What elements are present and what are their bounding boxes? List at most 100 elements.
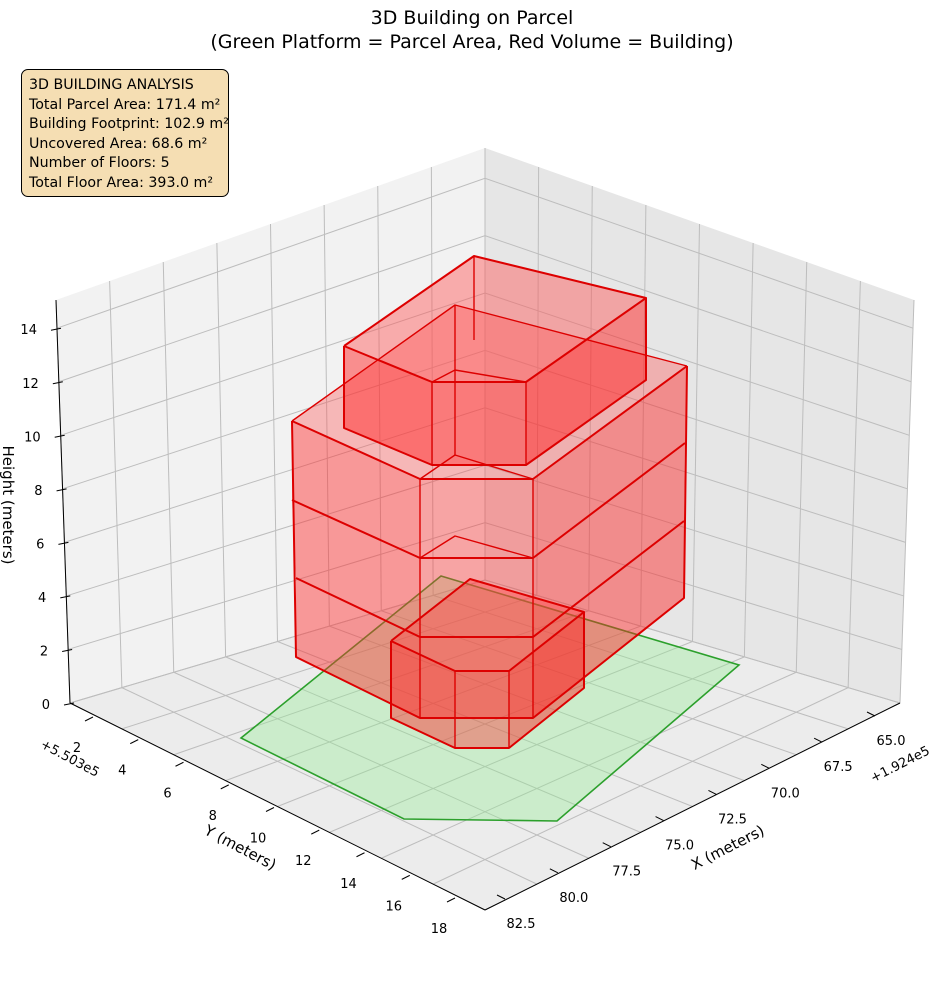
x-tick <box>549 868 559 874</box>
info-heading: 3D BUILDING ANALYSIS <box>29 77 194 93</box>
grid-line <box>60 292 910 436</box>
y-tick <box>84 716 94 722</box>
z-tick-label: 12 <box>22 377 39 392</box>
building-face <box>420 558 533 637</box>
z-tick <box>56 488 67 492</box>
z-axis-label: Height (meters) <box>0 446 17 565</box>
z-tick <box>62 648 73 652</box>
y-tick-label: 16 <box>385 899 402 914</box>
z-tick <box>50 327 62 331</box>
y-tick-label: 14 <box>340 877 357 892</box>
y-tick-label: 18 <box>431 922 448 937</box>
building-edge <box>295 520 685 638</box>
building-edge <box>291 365 688 719</box>
gridlines <box>55 148 915 911</box>
z-tick-label: 8 <box>34 484 42 499</box>
y-tick <box>446 897 456 903</box>
y-tick <box>175 761 184 767</box>
back-right-pane <box>485 148 914 703</box>
building-edge <box>431 369 527 383</box>
z-tick <box>63 702 75 706</box>
grid-line <box>432 594 849 730</box>
building-edge <box>390 612 585 749</box>
x-tick-label: 67.5 <box>824 760 853 775</box>
building-face <box>432 382 526 465</box>
x-tick-label: 82.5 <box>507 917 536 932</box>
x-tick-label: 75.0 <box>665 839 694 854</box>
grid-line <box>640 204 647 627</box>
axes <box>50 299 901 911</box>
building-edge <box>343 298 647 466</box>
grid-line <box>216 242 227 657</box>
grid-line <box>795 261 808 673</box>
x-tick-label: 65.0 <box>877 734 906 749</box>
info-line-uncovered: Uncovered Area: 68.6 m² <box>29 135 208 152</box>
y-tick <box>401 874 410 880</box>
back-left-pane <box>56 148 485 703</box>
info-line-footprint: Building Footprint: 102.9 m² <box>29 116 229 133</box>
z-tick <box>60 595 71 599</box>
x-tick <box>708 789 717 795</box>
y-tick <box>265 807 275 812</box>
building-face <box>391 641 455 748</box>
x-offset-text: +1.924e5 <box>868 744 932 787</box>
z-tick <box>52 381 63 385</box>
building-face <box>533 521 684 718</box>
grid-line <box>277 641 693 807</box>
building-face <box>344 346 432 465</box>
z-tick-label: 4 <box>38 591 46 606</box>
z-tick-label: 10 <box>24 430 41 445</box>
x-tick <box>602 842 611 848</box>
grid-line <box>899 299 915 704</box>
z-tick <box>58 541 69 545</box>
building-edge <box>291 365 688 480</box>
z-tick-label: 0 <box>42 698 50 713</box>
x-tick <box>496 894 506 900</box>
y-tick <box>130 739 139 745</box>
x-tick <box>655 816 664 822</box>
building-face <box>533 443 685 637</box>
z-tick <box>54 434 65 438</box>
info-line-floors: Number of Floors: 5 <box>29 155 170 172</box>
grid-line <box>381 671 797 859</box>
building-edge <box>291 442 686 559</box>
building-face <box>509 612 584 748</box>
building-face <box>455 671 509 748</box>
chart-subtitle: (Green Platform = Parcel Area, Red Volum… <box>210 31 734 53</box>
chart-title: 3D Building on Parcel <box>370 7 574 29</box>
z-tick-label: 6 <box>36 537 44 552</box>
y-tick-label: 10 <box>250 832 267 847</box>
grid-line <box>329 625 745 782</box>
building-volume <box>291 255 688 749</box>
building-face <box>420 479 533 558</box>
grid-line <box>432 687 849 885</box>
grid-line <box>109 280 123 688</box>
building-edge <box>390 578 585 672</box>
grid-line <box>58 235 912 383</box>
x-tick-label: 80.0 <box>559 891 588 906</box>
info-line-parcel-area: Total Parcel Area: 171.4 m² <box>29 96 221 113</box>
grid-line <box>162 261 175 673</box>
grid-line <box>270 223 278 642</box>
building-edge <box>419 535 534 559</box>
grid-line <box>64 407 906 543</box>
building-face <box>292 500 420 637</box>
y-tick <box>220 784 229 790</box>
building-face <box>391 579 584 671</box>
x-tick <box>813 737 823 743</box>
floor-pane <box>70 580 900 910</box>
grid-line <box>743 242 754 657</box>
grid-line <box>381 610 797 756</box>
y-axis-line <box>69 702 486 911</box>
grid-line <box>56 177 914 329</box>
z-tick-label: 2 <box>40 644 48 659</box>
y-tick-label: 2 <box>73 741 81 756</box>
y-tick <box>356 852 365 858</box>
building-edge <box>343 255 647 383</box>
building-analysis-box: 3D BUILDING ANALYSIS Total Parcel Area: … <box>21 69 229 197</box>
axis-panes <box>56 148 914 910</box>
y-offset-text: +5.503e5 <box>38 737 102 780</box>
grid-line <box>323 204 330 627</box>
building-face <box>420 637 533 718</box>
y-tick-label: 4 <box>118 764 126 779</box>
